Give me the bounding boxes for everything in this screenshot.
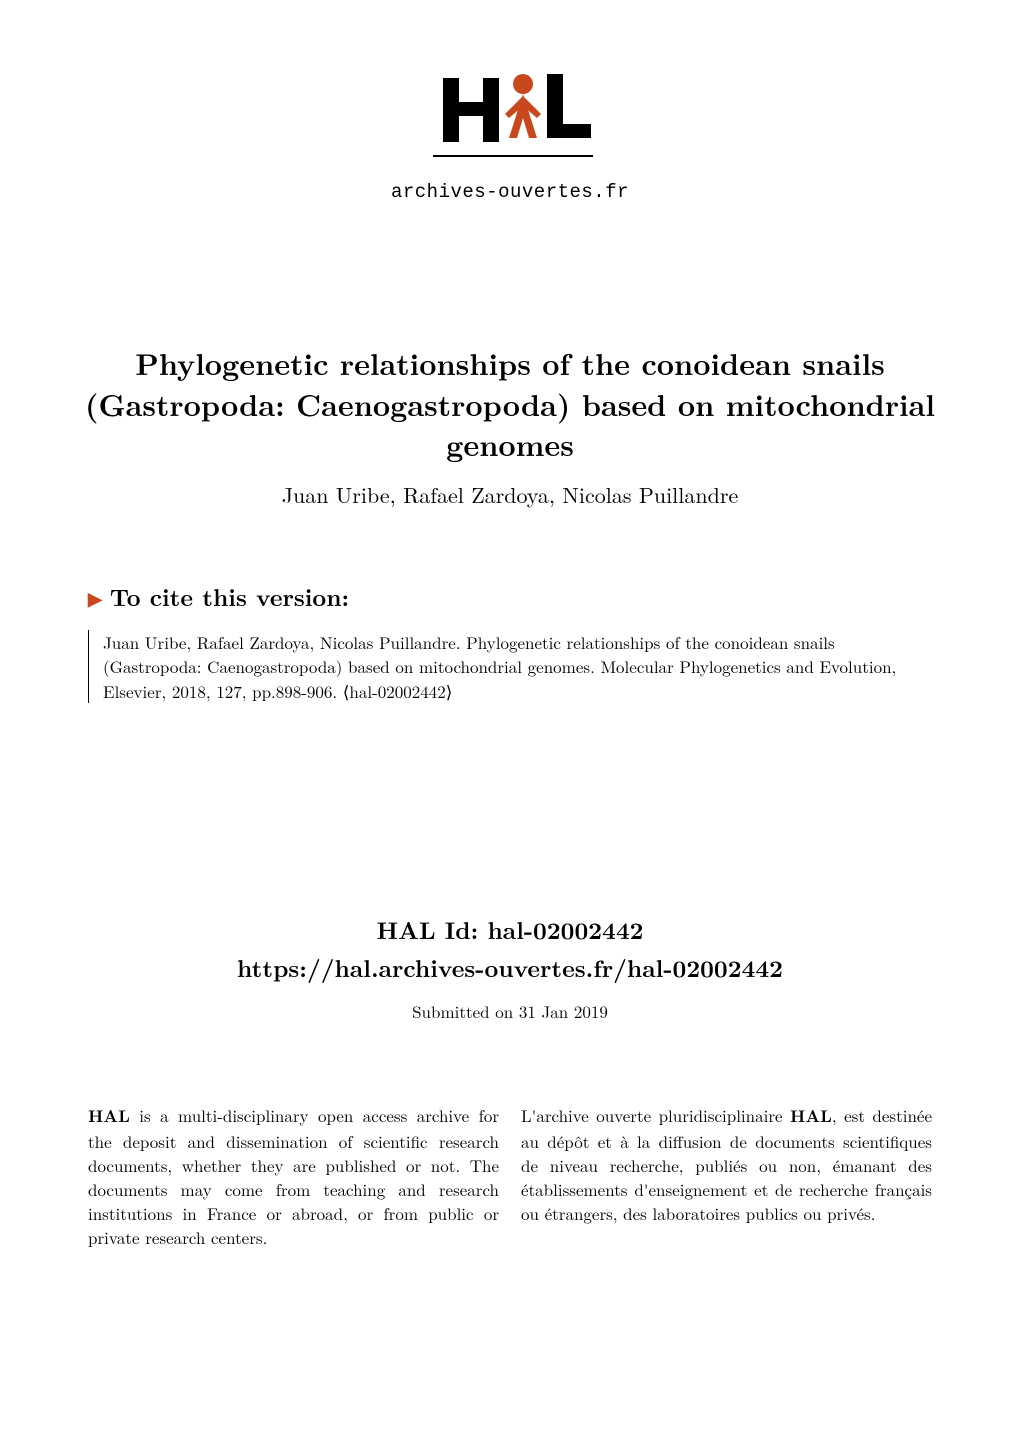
hal-url: https://hal.archives-ouvertes.fr/hal-020…	[0, 951, 1020, 985]
title-block: Phylogenetic relationships of the conoid…	[0, 343, 1020, 510]
description-columns: HAL is a multi-disciplinary open access …	[0, 1103, 1020, 1249]
cite-body: Juan Uribe, Rafael Zardoya, Nicolas Puil…	[88, 630, 932, 704]
cite-heading-text: To cite this version:	[110, 580, 349, 614]
column-right-fr: L'archive ouverte pluridisciplinaire HAL…	[521, 1103, 932, 1249]
hal-id: HAL Id: hal-02002442	[0, 913, 1020, 947]
hal-logo	[425, 60, 595, 175]
hal-logo-block: archives-ouvertes.fr	[0, 0, 1020, 203]
logo-brand-text: archives-ouvertes.fr	[0, 181, 1020, 203]
hal-bold: HAL	[88, 1104, 130, 1128]
cite-block: ▶ To cite this version: Juan Uribe, Rafae…	[0, 580, 1020, 704]
triangle-icon: ▶	[88, 586, 102, 611]
submitted-date: Submitted on 31 Jan 2019	[0, 999, 1020, 1023]
paper-title: Phylogenetic relationships of the conoid…	[80, 343, 940, 465]
column-left-text: is a multi-disciplinary open access arch…	[88, 1103, 499, 1249]
hal-id-block: HAL Id: hal-02002442 https://hal.archive…	[0, 913, 1020, 1023]
paper-authors: Juan Uribe, Rafael Zardoya, Nicolas Puil…	[80, 479, 940, 510]
column-left-en: HAL is a multi-disciplinary open access …	[88, 1103, 499, 1249]
cite-heading: ▶ To cite this version:	[88, 580, 932, 614]
